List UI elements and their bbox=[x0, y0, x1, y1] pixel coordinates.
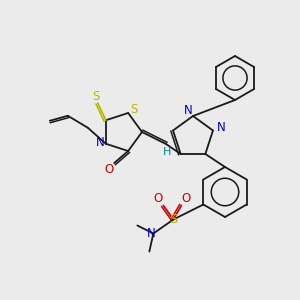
Text: H: H bbox=[163, 147, 171, 157]
Text: S: S bbox=[130, 103, 138, 116]
Text: N: N bbox=[184, 103, 192, 116]
Text: N: N bbox=[147, 227, 156, 240]
Text: S: S bbox=[92, 90, 100, 103]
Text: N: N bbox=[95, 136, 104, 149]
Text: O: O bbox=[105, 163, 114, 176]
Text: S: S bbox=[169, 213, 178, 226]
Text: N: N bbox=[217, 121, 225, 134]
Text: O: O bbox=[182, 192, 191, 205]
Text: O: O bbox=[154, 192, 163, 205]
